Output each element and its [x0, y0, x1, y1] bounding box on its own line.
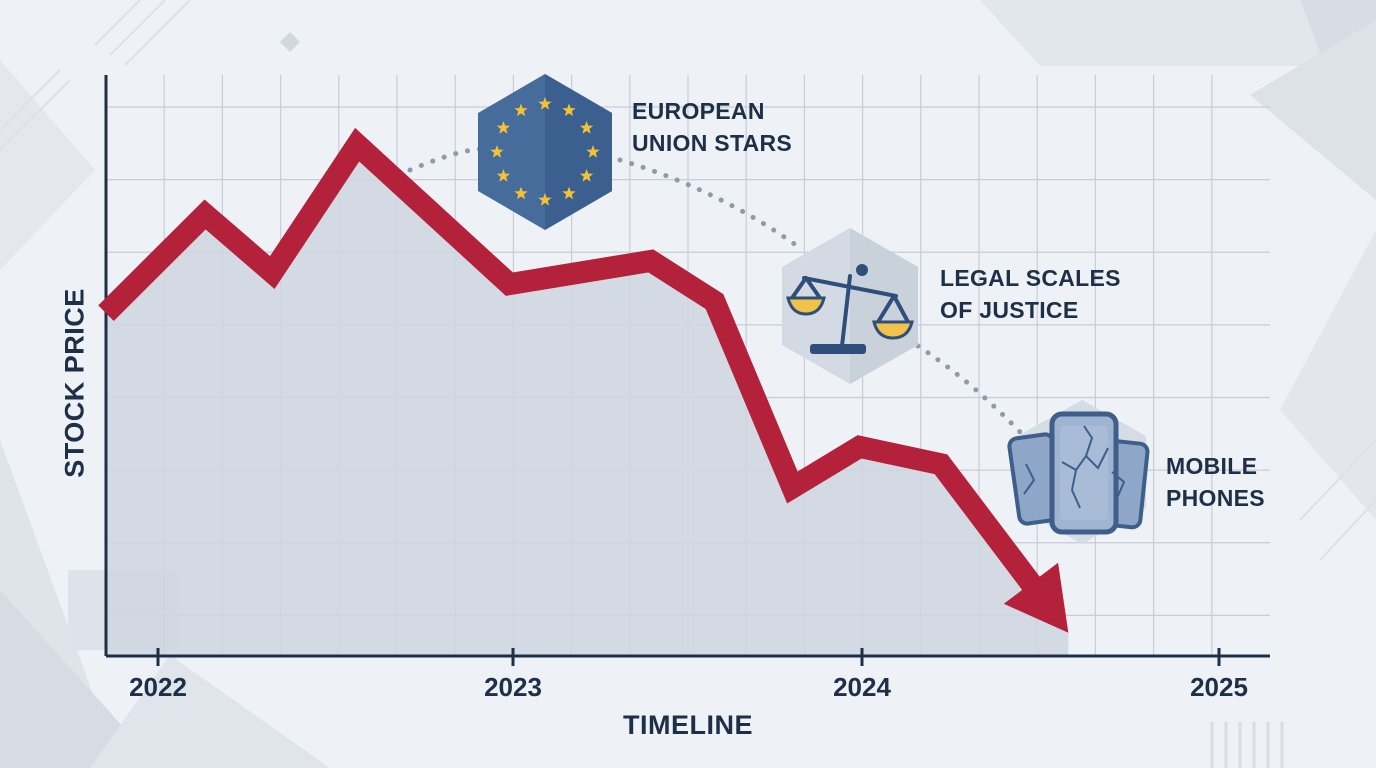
series-line-path — [98, 127, 1044, 595]
area-fill — [106, 144, 1069, 656]
eu-star-icon — [579, 169, 594, 182]
annotation-label-eu: EUROPEAN UNION STARS — [632, 98, 793, 156]
x-tick-label: 2024 — [833, 672, 891, 702]
series-line — [98, 127, 1069, 633]
eu-star-icon — [562, 103, 576, 117]
eu-star-icon — [538, 193, 552, 206]
eu-star-icon — [562, 186, 576, 200]
dotted-connector — [407, 146, 1023, 435]
x-tick-label: 2022 — [129, 672, 187, 702]
legal-scales-icon — [782, 228, 918, 384]
eu-star-icon — [586, 145, 600, 158]
x-tick-label: 2023 — [484, 672, 542, 702]
axes — [104, 75, 1270, 666]
x-tick-label: 2025 — [1190, 672, 1248, 702]
y-axis-label: STOCK PRICE — [59, 288, 90, 478]
eu-flag-stars-icon — [478, 74, 612, 230]
x-axis-label: TIMELINE — [623, 710, 753, 740]
eu-star-icon — [514, 103, 528, 117]
eu-star-icon — [514, 186, 528, 200]
eu-star-icon — [496, 169, 511, 182]
eu-star-icon — [538, 97, 552, 110]
annotation-label-legal: LEGAL SCALES OF JUSTICE — [940, 265, 1121, 323]
cracked-mobile-phones-icon — [1007, 400, 1150, 544]
dotted-connector-path — [407, 146, 1023, 435]
eu-star-icon — [490, 145, 504, 158]
eu-star-icon — [496, 121, 511, 134]
annotation-label-phones: MOBILE PHONES — [1166, 453, 1265, 511]
area-under-line — [106, 144, 1069, 656]
trend-arrowhead — [1003, 562, 1069, 633]
eu-star-icon — [579, 121, 594, 134]
